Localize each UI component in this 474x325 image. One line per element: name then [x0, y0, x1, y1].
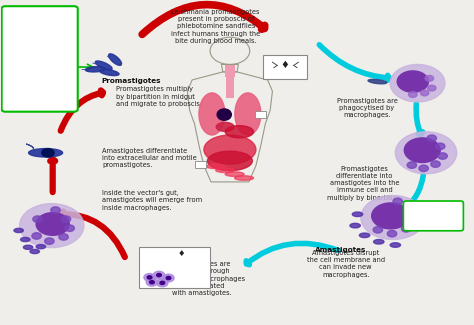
Ellipse shape: [350, 223, 360, 228]
Circle shape: [147, 276, 152, 279]
Ellipse shape: [216, 168, 235, 173]
Text: Inside the vector's gut,
amastigotes will emerge from
inside macrophages.: Inside the vector's gut, amastigotes wil…: [102, 190, 202, 211]
Circle shape: [51, 207, 60, 213]
Ellipse shape: [199, 93, 225, 135]
Text: Promastigotes
differentiate into
amastigotes into the
immune cell and
multiply b: Promastigotes differentiate into amastig…: [327, 166, 403, 201]
FancyBboxPatch shape: [403, 201, 464, 231]
FancyBboxPatch shape: [1, 6, 78, 112]
Ellipse shape: [95, 61, 112, 70]
Circle shape: [393, 198, 402, 204]
Ellipse shape: [225, 125, 254, 138]
Circle shape: [395, 132, 457, 174]
Ellipse shape: [100, 70, 119, 76]
Ellipse shape: [208, 151, 252, 171]
FancyBboxPatch shape: [255, 111, 266, 118]
Circle shape: [42, 149, 54, 157]
Ellipse shape: [28, 149, 63, 157]
Circle shape: [420, 90, 429, 96]
Circle shape: [361, 196, 425, 240]
Ellipse shape: [368, 79, 387, 84]
Ellipse shape: [20, 238, 30, 241]
Circle shape: [144, 274, 155, 281]
Polygon shape: [226, 77, 234, 98]
Circle shape: [428, 85, 436, 91]
Text: Leishmania promastigotes
present in proboscis of
phlebotomine sandflies
infect h: Leishmania promastigotes present in prob…: [171, 9, 260, 44]
Text: Promastigotes are
phagocytised by
macrophages.: Promastigotes are phagocytised by macrop…: [337, 98, 397, 118]
Ellipse shape: [206, 164, 225, 169]
Circle shape: [45, 238, 54, 244]
Ellipse shape: [390, 243, 401, 247]
Circle shape: [146, 278, 157, 286]
FancyBboxPatch shape: [139, 247, 210, 288]
Circle shape: [19, 203, 84, 248]
Circle shape: [427, 135, 437, 141]
Circle shape: [166, 276, 171, 280]
Ellipse shape: [85, 67, 105, 72]
Text: ♦: ♦: [177, 249, 185, 258]
Ellipse shape: [235, 176, 254, 180]
Circle shape: [32, 233, 41, 239]
Circle shape: [409, 92, 417, 98]
Circle shape: [387, 230, 397, 237]
Text: The sandflies are
infected through
ingestion of macrophages
contaminated
with am: The sandflies are infected through inges…: [158, 261, 245, 296]
Circle shape: [373, 227, 383, 233]
Circle shape: [156, 274, 161, 277]
Circle shape: [406, 216, 416, 222]
Text: ♦: ♦: [281, 60, 290, 71]
Text: Amastigotes differentiate
into extracellular and motile
promastigotes.: Amastigotes differentiate into extracell…: [102, 148, 197, 168]
Ellipse shape: [109, 54, 121, 65]
Ellipse shape: [225, 172, 244, 176]
Text: AMP
Ricertulin: AMP Ricertulin: [419, 205, 448, 216]
Circle shape: [33, 216, 42, 222]
Ellipse shape: [235, 93, 261, 135]
Circle shape: [59, 234, 68, 240]
Ellipse shape: [217, 109, 231, 120]
Ellipse shape: [352, 212, 363, 216]
Polygon shape: [225, 65, 235, 77]
Text: Amastigotes disrupt
the cell membrane and
can invade new
macrophages.: Amastigotes disrupt the cell membrane an…: [307, 250, 385, 278]
Text: Promastigotes: Promastigotes: [101, 78, 160, 84]
Circle shape: [372, 203, 410, 229]
Ellipse shape: [359, 233, 370, 238]
Ellipse shape: [36, 244, 46, 249]
FancyBboxPatch shape: [263, 55, 308, 79]
Circle shape: [65, 225, 74, 231]
Ellipse shape: [23, 245, 33, 249]
Circle shape: [438, 153, 447, 159]
Ellipse shape: [374, 240, 384, 244]
Circle shape: [436, 143, 445, 150]
Circle shape: [402, 206, 412, 213]
Circle shape: [160, 281, 164, 284]
Circle shape: [404, 138, 440, 162]
Circle shape: [431, 161, 440, 167]
Circle shape: [61, 216, 71, 222]
Ellipse shape: [14, 228, 23, 233]
Circle shape: [154, 271, 164, 279]
Text: Promastigotes multiply
by bipartition in midgut
and migrate to proboscis.: Promastigotes multiply by bipartition in…: [117, 86, 202, 107]
FancyBboxPatch shape: [195, 161, 206, 168]
Ellipse shape: [216, 123, 234, 131]
Circle shape: [150, 280, 155, 284]
Text: AMPs
Amplex
Decrolin
Euceratin
Euceratin-E
EMP-EF
Euceratin-R
EMP-AR
EMP-AF
Geno: AMPs Amplex Decrolin Euceratin Euceratin…: [23, 13, 57, 74]
Circle shape: [163, 274, 174, 282]
Circle shape: [397, 71, 428, 92]
Ellipse shape: [30, 249, 39, 254]
Circle shape: [36, 213, 69, 235]
Text: Amastigotes: Amastigotes: [315, 247, 366, 253]
Circle shape: [407, 162, 417, 168]
Circle shape: [156, 279, 168, 287]
Ellipse shape: [204, 135, 256, 164]
Circle shape: [401, 226, 411, 232]
Circle shape: [419, 165, 428, 172]
Circle shape: [390, 64, 445, 102]
Circle shape: [425, 75, 434, 81]
